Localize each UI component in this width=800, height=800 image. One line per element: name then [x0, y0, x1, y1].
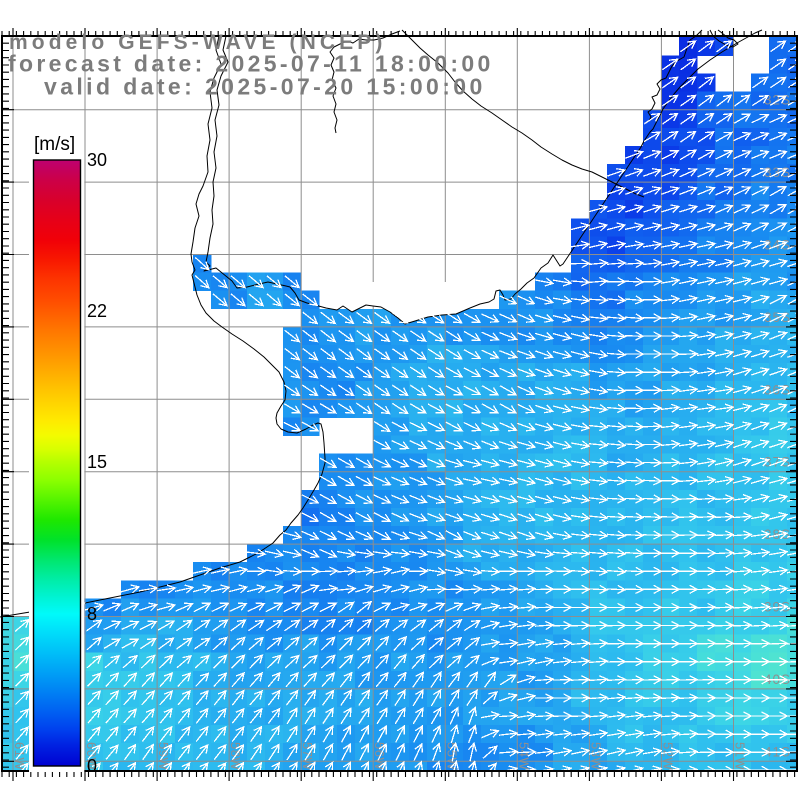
svg-text:0: 0 [87, 756, 97, 776]
svg-text:22: 22 [87, 301, 107, 321]
svg-text:30: 30 [87, 150, 107, 170]
svg-text:53W: 53W [588, 742, 603, 770]
svg-text:52W: 52W [660, 742, 675, 770]
svg-text:54W: 54W [516, 742, 531, 770]
svg-text:51W: 51W [733, 742, 748, 770]
svg-text:15: 15 [87, 452, 107, 472]
svg-text:modelo GEFS-WAVE (NCEP): modelo GEFS-WAVE (NCEP) [9, 31, 386, 54]
svg-text:60W: 60W [84, 742, 99, 770]
svg-text:[m/s]: [m/s] [34, 134, 75, 155]
svg-text:valid date: 2025-07-20 15:00:0: valid date: 2025-07-20 15:00:00 [44, 74, 486, 100]
svg-text:forecast date: 2025-07-11 18:0: forecast date: 2025-07-11 18:00:00 [8, 51, 494, 77]
svg-text:8: 8 [87, 604, 97, 624]
